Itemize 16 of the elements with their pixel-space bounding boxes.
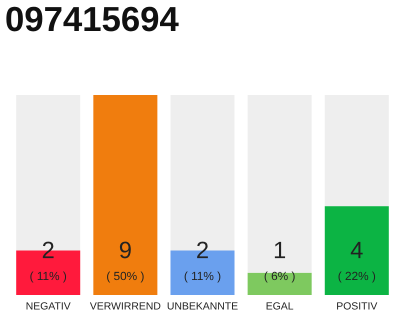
bar (93, 95, 158, 295)
x-tick-label: VERWIRREND (90, 302, 160, 310)
bar (324, 206, 389, 295)
x-tick-label: POSITIV (337, 302, 378, 310)
x-tick-label: UNBEKANNTE (168, 302, 238, 310)
x-tick-label: NEGATIV (26, 302, 71, 310)
x-tick-label: EGAL (266, 302, 294, 310)
bar (324, 95, 389, 206)
data-label: 1 ( 6% ) (264, 242, 295, 282)
chart-title: 097415694 (6, 6, 179, 32)
data-label: 4 ( 22% ) (338, 242, 376, 282)
bar (248, 272, 312, 295)
data-label: 2 ( 11% ) (30, 242, 66, 282)
data-label: 2 ( 11% ) (184, 242, 220, 282)
data-label: 9 ( 50% ) (107, 242, 144, 282)
bar (248, 95, 312, 273)
